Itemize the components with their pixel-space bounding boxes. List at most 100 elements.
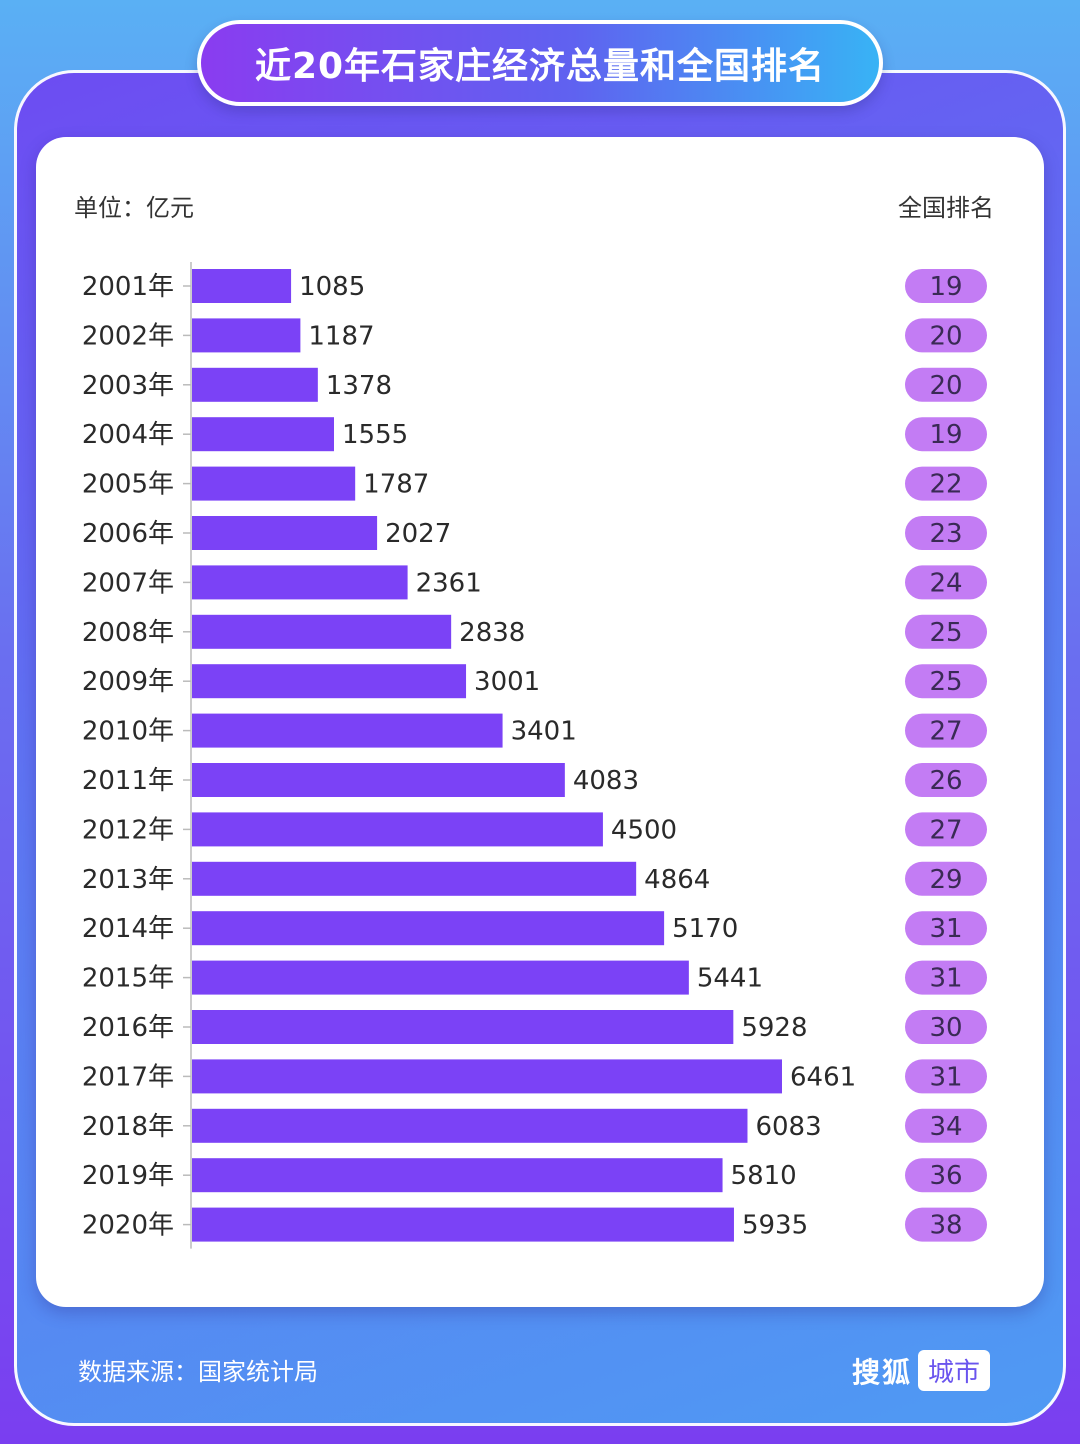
value-label: 2838 [459, 618, 525, 648]
value-label: 4083 [573, 766, 639, 796]
bar [192, 1010, 734, 1044]
category-label: 2012年 [82, 815, 174, 845]
value-label: 1187 [308, 321, 374, 351]
rank-value: 20 [929, 371, 962, 401]
rank-pill [905, 1059, 987, 1094]
bar [192, 1108, 748, 1143]
rank-pill [905, 861, 987, 896]
rank-pill [905, 812, 987, 847]
rank-value: 29 [929, 865, 962, 895]
value-label: 5935 [742, 1211, 808, 1241]
bar [192, 861, 637, 896]
rank-pill [905, 565, 987, 600]
category-label: 2017年 [82, 1062, 174, 1092]
rank-pill [905, 318, 987, 353]
rank-pill [905, 1108, 987, 1143]
bar [192, 367, 318, 402]
category-label: 2011年 [82, 766, 174, 796]
rank-value: 34 [929, 1112, 962, 1142]
bar [192, 565, 408, 600]
rank-pill [905, 713, 987, 748]
value-label: 5441 [697, 964, 763, 994]
category-label: 2014年 [82, 914, 174, 944]
rank-pill [905, 1158, 987, 1193]
unit-label: 单位：亿元 [74, 194, 194, 222]
value-label: 5928 [741, 1013, 807, 1043]
rank-value: 31 [929, 1062, 962, 1092]
rank-header: 全国排名 [898, 194, 994, 222]
value-label: 3001 [474, 667, 540, 697]
bar [192, 269, 292, 303]
rank-value: 24 [929, 568, 962, 598]
rank-value: 30 [929, 1013, 962, 1043]
rank-pill [905, 417, 987, 452]
value-label: 6461 [790, 1062, 856, 1092]
value-label: 4864 [644, 865, 710, 895]
rank-pill [905, 614, 987, 649]
rank-pill [905, 664, 987, 699]
rank-value: 27 [929, 717, 962, 747]
bar [192, 614, 452, 649]
value-label: 5170 [672, 914, 738, 944]
rank-value: 31 [929, 914, 962, 944]
bar [192, 466, 356, 501]
rank-value: 38 [929, 1211, 962, 1241]
rank-value: 25 [929, 618, 962, 648]
brand-tag: 城市 [918, 1350, 991, 1391]
value-label: 3401 [511, 717, 577, 747]
bar [192, 812, 603, 847]
bar [192, 911, 665, 946]
value-label: 5810 [731, 1161, 797, 1191]
value-label: 4500 [611, 815, 677, 845]
category-label: 2016年 [82, 1013, 174, 1043]
rank-pill [905, 1207, 987, 1242]
chart-title: 近20年石家庄经济总量和全国排名 [254, 46, 826, 87]
rank-pill [905, 466, 987, 501]
rank-pill [905, 269, 987, 303]
rank-pill [905, 1010, 987, 1044]
bar [192, 664, 467, 699]
rank-pill [905, 911, 987, 946]
rank-value: 19 [929, 420, 962, 450]
brand-logo: 搜狐 城市 [852, 1350, 991, 1391]
bar [192, 417, 334, 452]
value-label: 2361 [416, 568, 482, 598]
category-label: 2005年 [82, 470, 174, 500]
bar [192, 318, 301, 353]
bar [192, 713, 503, 748]
value-label: 1378 [326, 371, 392, 401]
value-label: 6083 [755, 1112, 821, 1142]
bar [192, 1158, 723, 1193]
category-label: 2015年 [82, 964, 174, 994]
bar [192, 1207, 734, 1242]
rank-value: 25 [929, 667, 962, 697]
category-label: 2013年 [82, 865, 174, 895]
rank-value: 19 [929, 272, 962, 302]
bar [192, 960, 689, 995]
value-label: 1085 [299, 272, 365, 302]
value-label: 2027 [385, 519, 451, 549]
category-label: 2002年 [82, 321, 174, 351]
rank-value: 22 [929, 470, 962, 500]
rank-value: 31 [929, 964, 962, 994]
rank-pill [905, 367, 987, 402]
category-label: 2009年 [82, 667, 174, 697]
rank-value: 26 [929, 766, 962, 796]
category-label: 2019年 [82, 1161, 174, 1191]
category-label: 2001年 [82, 272, 174, 302]
bar [192, 516, 378, 550]
source-note: 数据来源：国家统计局 [78, 1358, 318, 1386]
value-label: 1787 [363, 470, 429, 500]
rank-value: 20 [929, 321, 962, 351]
category-label: 2010年 [82, 717, 174, 747]
category-label: 2007年 [82, 568, 174, 598]
category-label: 2020年 [82, 1211, 174, 1241]
rank-pill [905, 516, 987, 550]
category-label: 2008年 [82, 618, 174, 648]
rank-pill [905, 960, 987, 995]
rank-value: 27 [929, 815, 962, 845]
category-label: 2018年 [82, 1112, 174, 1142]
category-label: 2004年 [82, 420, 174, 450]
brand-name: 搜狐 [852, 1355, 913, 1389]
